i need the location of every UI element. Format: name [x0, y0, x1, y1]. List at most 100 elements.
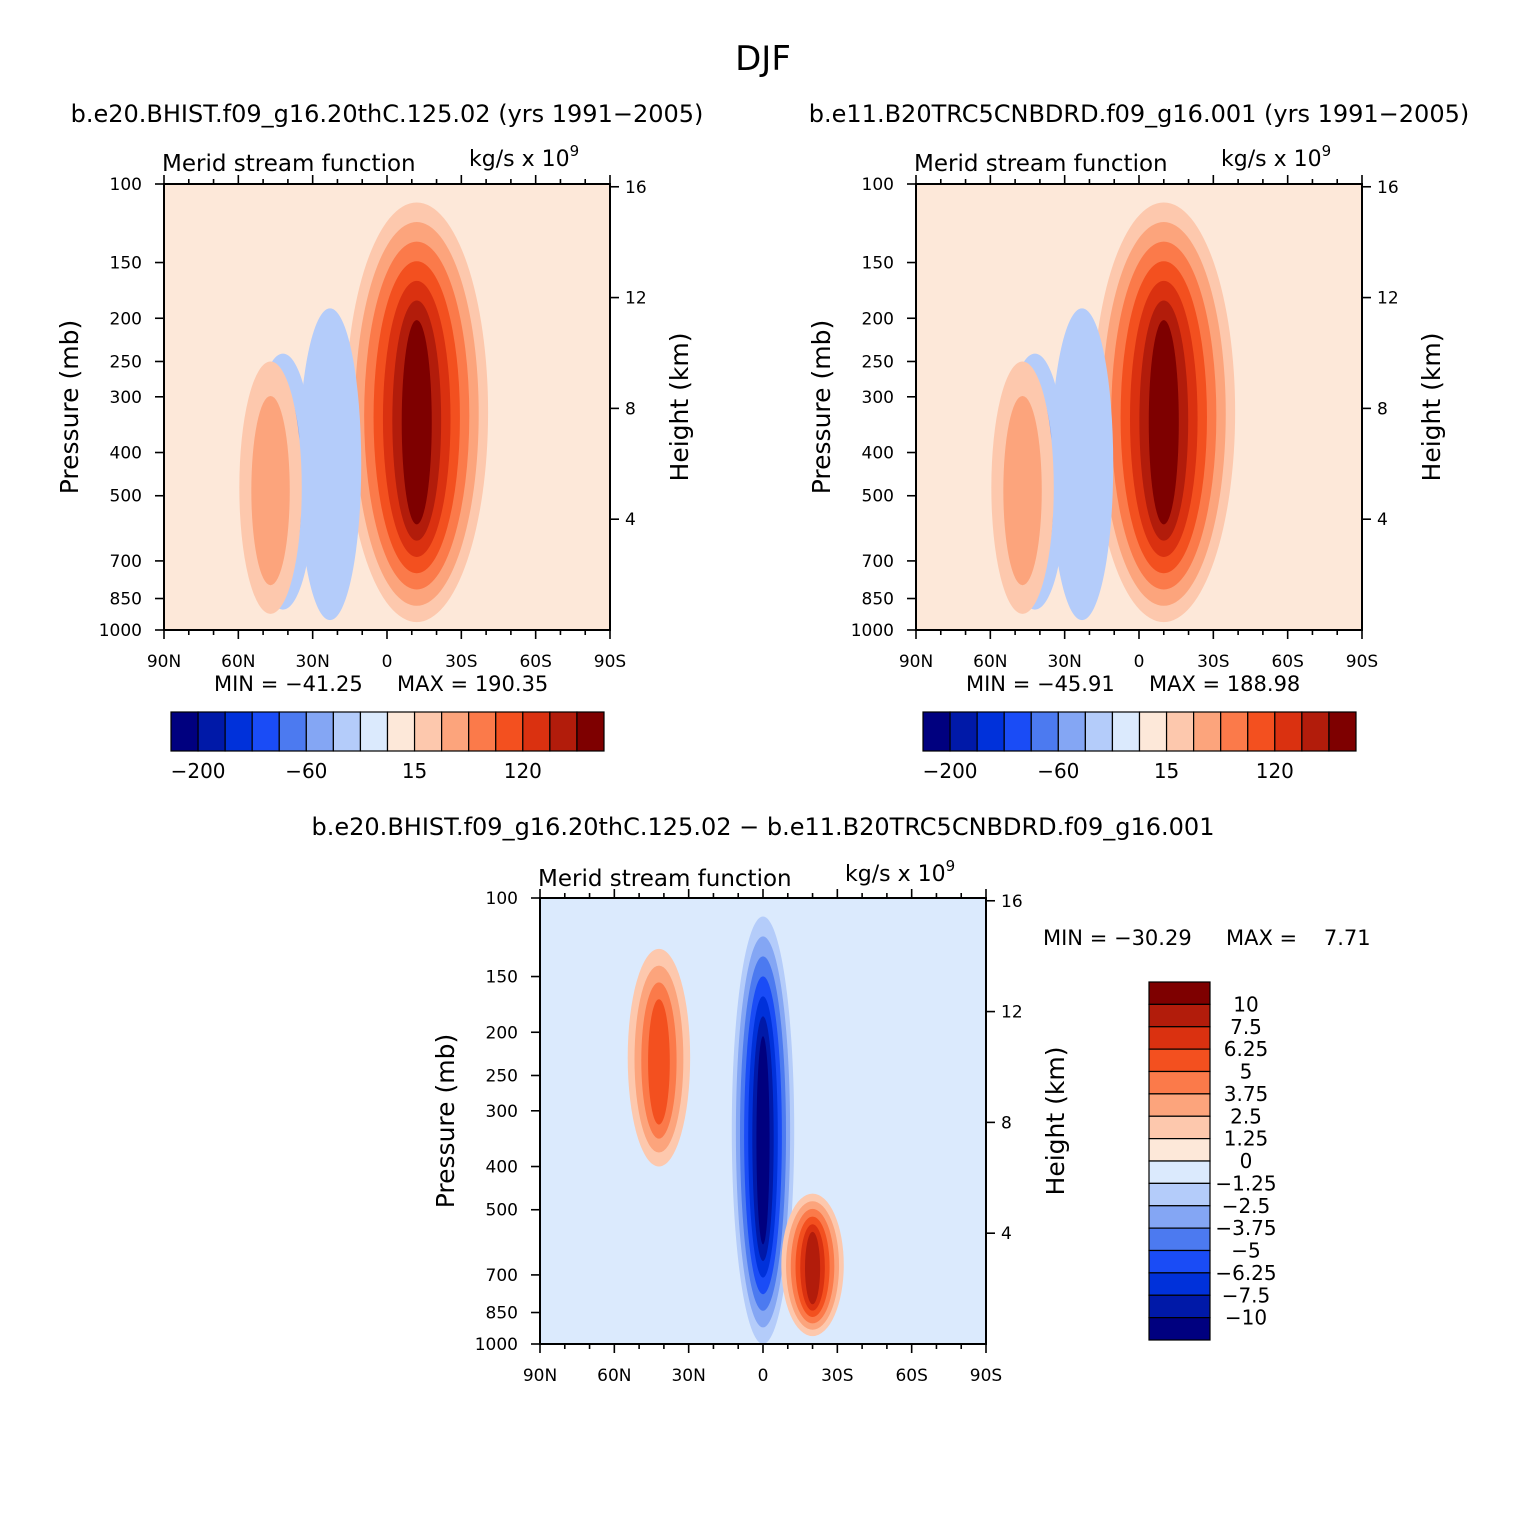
colorbar-label: 2.5: [1230, 1104, 1262, 1128]
y-tick-label: 850: [110, 590, 142, 610]
contour-plot: 90N 60N 30N 0 30S 60S 90S 100 150 200 250 300 400 500…: [55, 175, 694, 672]
colorbar-label: −6.25: [1215, 1261, 1276, 1285]
y-right-tick-label: 4: [625, 510, 636, 530]
contour-band: [1148, 320, 1179, 525]
colorbar-box: [386, 711, 416, 752]
colorbar-box: [1165, 711, 1195, 752]
colorbar-box: [576, 711, 605, 752]
colorbar-label: 0: [1240, 1149, 1253, 1173]
y-tick-label: 400: [110, 444, 142, 464]
units-label: kg/s x 109: [469, 142, 579, 172]
colorbar-box: [1057, 711, 1086, 752]
colorbar-box: [1148, 1003, 1211, 1028]
x-tick-label: 0: [758, 1366, 769, 1386]
colorbar-box: [1220, 711, 1249, 752]
y-right-tick-label: 8: [1001, 1113, 1012, 1133]
colorbar-box: [1148, 1227, 1211, 1252]
colorbar-box: [1148, 1138, 1211, 1162]
colorbar-label: −200: [923, 759, 978, 783]
colorbar-label: 5: [1240, 1060, 1253, 1084]
colorbar-box: [278, 711, 307, 752]
panel-title: b.e20.BHIST.f09_g16.20thC.125.02 − b.e11…: [312, 813, 1215, 841]
y-tick-label: 250: [862, 352, 894, 372]
colorbar-label: 1.25: [1224, 1127, 1269, 1151]
colorbar-box: [1148, 1070, 1211, 1095]
colorbar-box: [1148, 1115, 1211, 1140]
colorbar-box: [332, 711, 362, 752]
contour-band: [648, 999, 670, 1125]
min-label: MIN = −41.25: [214, 672, 363, 696]
y-tick-label: 150: [110, 254, 142, 274]
y-right-tick-label: 16: [625, 178, 647, 198]
colorbar-box: [251, 711, 280, 752]
y-right-tick-label: 16: [1377, 178, 1399, 198]
colorbar-label: 15: [1154, 759, 1179, 783]
y-axis-title: Pressure (mb): [807, 320, 836, 494]
y-tick-label: 1000: [99, 621, 142, 641]
x-tick-label: 30N: [671, 1366, 705, 1386]
contour-plot: 90N 60N 30N 0 30S 60S 90S 100 150 200 250 300 400 500…: [431, 889, 1070, 1386]
contour-fill: [540, 898, 986, 1344]
colorbar-label: −7.5: [1222, 1283, 1271, 1307]
colorbar-box: [1247, 711, 1276, 752]
x-tick-label: 60N: [973, 652, 1007, 672]
units-label: kg/s x 109: [1221, 142, 1331, 172]
panel-case1: b.e20.BHIST.f09_g16.20thC.125.02 (yrs 19…: [55, 100, 703, 783]
colorbar-label: 120: [1256, 759, 1294, 783]
colorbar-label: −10: [1225, 1306, 1267, 1330]
y-right-axis-title: Height (km): [665, 333, 694, 482]
x-tick-label: 30S: [445, 652, 477, 672]
colorbar-label: −2.5: [1222, 1194, 1271, 1218]
y-right-tick-label: 4: [1001, 1224, 1012, 1244]
y-tick-label: 100: [486, 889, 518, 909]
y-tick-label: 400: [862, 444, 894, 464]
contour-band: [1050, 308, 1114, 621]
colorbar-label: 3.75: [1224, 1082, 1269, 1106]
colorbar-box: [441, 711, 470, 752]
colorbar-box: [1138, 711, 1168, 752]
colorbar-box: [1148, 1294, 1211, 1319]
x-tick-label: 90N: [523, 1366, 557, 1386]
y-tick-label: 250: [486, 1066, 518, 1086]
colorbar-label: −1.25: [1215, 1171, 1276, 1195]
colorbar-label: 7.5: [1230, 1015, 1262, 1039]
y-tick-label: 100: [862, 175, 894, 195]
colorbar-box: [197, 711, 226, 752]
y-right-tick-label: 4: [1377, 510, 1388, 530]
colorbar-box: [1084, 711, 1114, 752]
max-label: MAX = 190.35: [397, 672, 548, 696]
colorbar-box: [1193, 711, 1222, 752]
contour-band: [804, 1231, 821, 1305]
y-tick-label: 250: [110, 352, 142, 372]
y-tick-label: 700: [862, 552, 894, 572]
panel-title: b.e11.B20TRC5CNBDRD.f09_g16.001 (yrs 199…: [809, 100, 1469, 128]
x-tick-label: 90N: [147, 652, 181, 672]
x-tick-label: 90S: [970, 1366, 1002, 1386]
colorbar-box: [1328, 711, 1357, 752]
colorbar-box: [468, 711, 497, 752]
figure-title: DJF: [735, 39, 791, 79]
colorbar-box: [922, 711, 951, 752]
y-right-tick-label: 12: [1377, 289, 1399, 309]
min-label: MIN = −45.91: [966, 672, 1115, 696]
colorbar-box: [1148, 981, 1211, 1005]
max-label: MAX = 188.98: [1149, 672, 1300, 696]
colorbar-box: [170, 711, 199, 752]
contour-fill: [916, 184, 1362, 630]
y-tick-label: 200: [486, 1023, 518, 1043]
contour-band: [251, 395, 290, 586]
panel-subtitle: Merid stream function: [538, 866, 792, 892]
y-axis-title: Pressure (mb): [431, 1034, 460, 1208]
y-right-axis-title: Height (km): [1041, 1047, 1070, 1196]
x-tick-label: 30N: [1047, 652, 1081, 672]
x-tick-label: 90N: [899, 652, 933, 672]
colorbar-box: [1030, 711, 1059, 752]
colorbar-box: [1148, 1026, 1211, 1050]
min-label: MIN = −30.29: [1043, 926, 1192, 950]
colorbar-box: [1111, 711, 1141, 752]
y-tick-label: 1000: [851, 621, 894, 641]
colorbar-box: [549, 711, 578, 752]
y-right-tick-label: 16: [1001, 892, 1023, 912]
x-tick-label: 60S: [1271, 652, 1303, 672]
x-tick-label: 90S: [594, 652, 626, 672]
